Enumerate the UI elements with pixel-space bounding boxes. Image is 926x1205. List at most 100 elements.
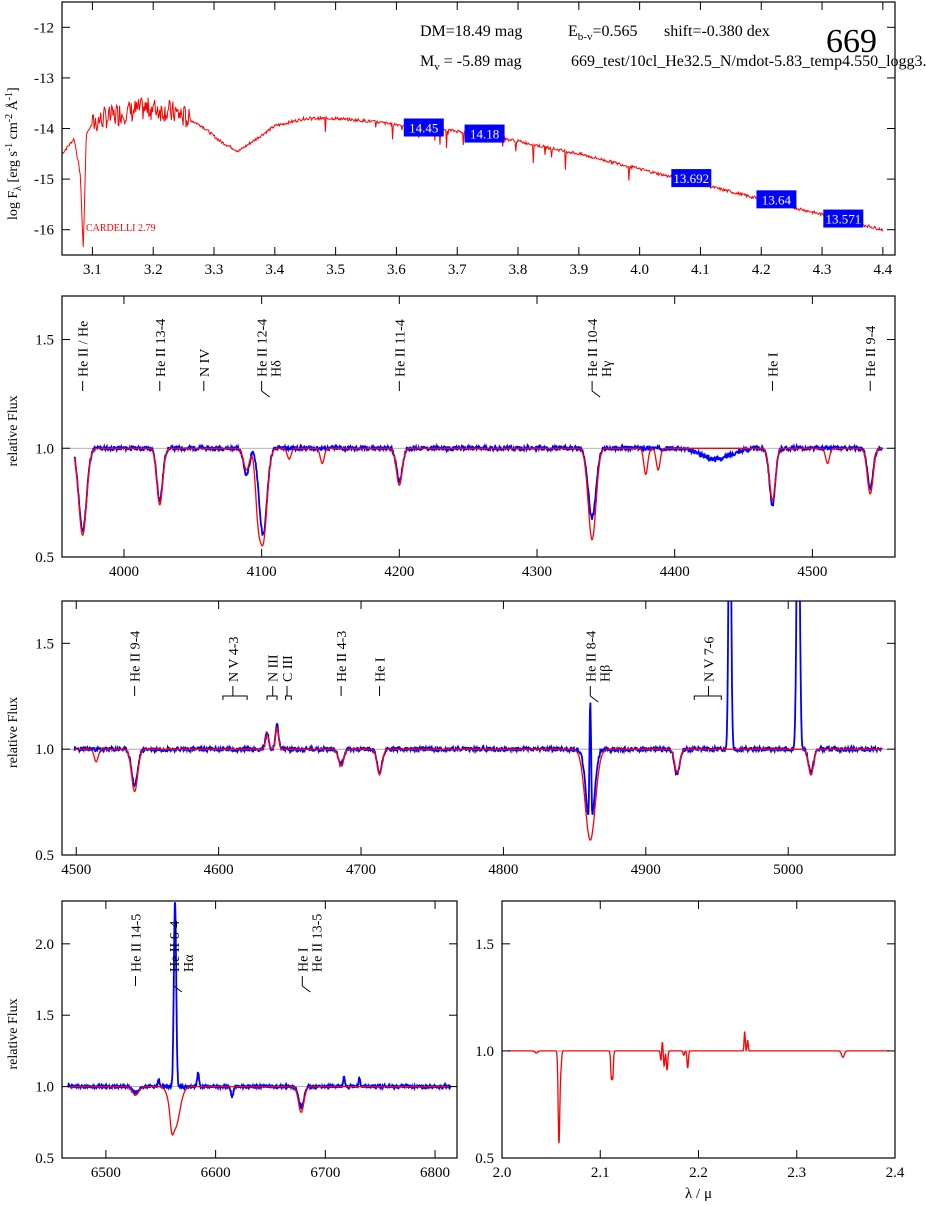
y-axis-label: relative Flux	[6, 998, 21, 1069]
h-alpha-spectrum-panel: 6500 6600 6700 6800 0.5 1.0 1.5 2.0 relative Flu…	[6, 900, 458, 1181]
spectrum-lines	[62, 902, 457, 1136]
x-tick-label: 4700	[346, 862, 376, 878]
x-tick-label: 3.8	[509, 262, 528, 278]
line-marker-2	[173, 985, 183, 993]
x-tick-label: 2.1	[591, 1165, 610, 1181]
x-tick-label: 4400	[660, 564, 690, 580]
line-label: He II 9-4	[864, 326, 879, 377]
observed-spectrum	[73, 442, 883, 536]
line-label-2: Hα	[182, 954, 197, 972]
y-tick-label: 0.5	[35, 550, 54, 566]
reddening-law-label: CARDELLI 2.79	[86, 223, 155, 234]
y-axis-label-part: [erg s	[6, 151, 21, 186]
y-axis-label: log Fλ [erg s-1 cm-2 Å-1]	[4, 87, 24, 220]
observed-spectrum	[73, 601, 883, 815]
shift-label: shift=-0.380 dex	[664, 23, 770, 40]
photometry-magnitudes: 14.45 14.18 13.692 13.64 13.571	[403, 118, 864, 228]
y-axis-label-part: cm	[6, 122, 21, 143]
y-tick-label: 1.5	[35, 636, 54, 652]
line-label: He I	[296, 947, 311, 972]
model-name-label: 669_test/10cl_He32.5_N/mdot-5.83_temp4.5…	[571, 53, 926, 70]
line-label-2: Hγ	[600, 361, 615, 377]
plot-frame	[501, 900, 896, 1159]
x-tick-label: 3.2	[144, 262, 163, 278]
line-label: He II 9-4	[129, 631, 144, 682]
line-label: He I	[374, 657, 389, 682]
line-identification: He II 4-3	[335, 631, 350, 696]
line-label: N IV	[198, 349, 213, 377]
y-tick-label: 1.5	[35, 1008, 54, 1024]
x-tick-label: 6700	[310, 1165, 340, 1181]
x-tick-label: 4200	[384, 564, 414, 580]
y-tick-label: -14	[34, 122, 54, 138]
y-tick-label: 1.5	[35, 333, 54, 349]
y-tick-label: 1.5	[475, 937, 494, 953]
model-spectrum	[507, 1031, 890, 1144]
line-identification: N V 4-3	[222, 637, 248, 700]
x-tick-label: 6500	[91, 1165, 121, 1181]
line-label: He II / He	[77, 321, 92, 377]
magnitude-box	[464, 124, 505, 143]
y-tick-label: 1.0	[475, 1044, 494, 1060]
spectrum-lines	[62, 442, 895, 547]
line-bracket	[266, 695, 278, 700]
y-axis-label: relative Flux	[6, 395, 21, 466]
y-tick-label: 1.0	[35, 441, 54, 457]
line-identification: He II 9-4	[864, 326, 879, 391]
y-axis-label-part: λ	[13, 186, 24, 191]
x-tick-label: 4.3	[813, 262, 832, 278]
y-tick-label: 0.5	[35, 1151, 54, 1167]
line-marker-2	[589, 695, 599, 703]
x-tick-label: 2.4	[886, 1165, 905, 1181]
star-id-label: 669	[826, 23, 877, 60]
line-identification: He I	[374, 657, 389, 696]
line-identification: He II 8-4 Hβ	[584, 631, 613, 703]
line-label-2: Hδ	[270, 360, 285, 377]
line-label: He II 12-4	[256, 319, 271, 377]
ebv-label: Eb-v=0.565	[568, 23, 637, 43]
y-tick-label: 0.5	[35, 848, 54, 864]
x-tick-label: 4500	[797, 564, 827, 580]
line-identification: He II 14-5	[130, 914, 145, 986]
x-tick-label: 2.2	[689, 1165, 708, 1181]
x-tick-label: 3.3	[205, 262, 224, 278]
magnitude-label: 13.571	[825, 212, 861, 227]
line-label-2: Hβ	[598, 665, 613, 682]
line-label: He II 8-4	[584, 631, 599, 682]
x-tick-label: 6800	[420, 1165, 450, 1181]
x-tick-label: 4300	[522, 564, 552, 580]
line-bracket	[693, 695, 722, 700]
y-tick-label: 1.0	[35, 1080, 54, 1096]
sed-panel: 14.45 14.18 13.692 13.64 13.571 3.1 3.2 3.3 3.4…	[4, 1, 926, 278]
y-axis-label-part: -1	[4, 143, 15, 151]
x-tick-label: 4000	[109, 564, 139, 580]
line-identification: N III	[266, 654, 282, 700]
observed-spectrum	[67, 902, 452, 1111]
model-spectrum	[73, 447, 882, 547]
y-axis-label: relative Flux	[6, 697, 21, 768]
line-marker-2	[301, 985, 311, 993]
line-identification: He II / He	[77, 321, 92, 391]
line-label: C III	[281, 655, 296, 682]
absolute-magnitude-label: Mv = -5.89 mag	[420, 53, 522, 73]
line-identification: C III	[281, 655, 296, 700]
y-tick-label: -16	[34, 223, 54, 239]
line-label: He II 11-4	[393, 319, 408, 377]
line-label: He II 10-4	[586, 319, 601, 377]
line-marker-2	[591, 390, 601, 398]
x-tick-label: 4100	[247, 564, 277, 580]
x-tick-label: 4.1	[691, 262, 710, 278]
line-label: He I	[766, 352, 781, 377]
x-tick-label: 3.6	[387, 262, 406, 278]
magnitude-box	[403, 118, 444, 137]
magnitude-box	[671, 169, 712, 188]
y-axis-label-part: -1	[4, 92, 15, 100]
y-tick-label: 1.0	[35, 742, 54, 758]
line-identification: He II 10-4 Hγ	[586, 319, 615, 398]
line-label: He II 4-3	[335, 631, 350, 682]
x-tick-label: 3.4	[265, 262, 284, 278]
x-tick-label: 3.9	[569, 262, 588, 278]
x-tick-label: 4800	[488, 862, 518, 878]
magnitude-label: 13.64	[762, 192, 792, 207]
